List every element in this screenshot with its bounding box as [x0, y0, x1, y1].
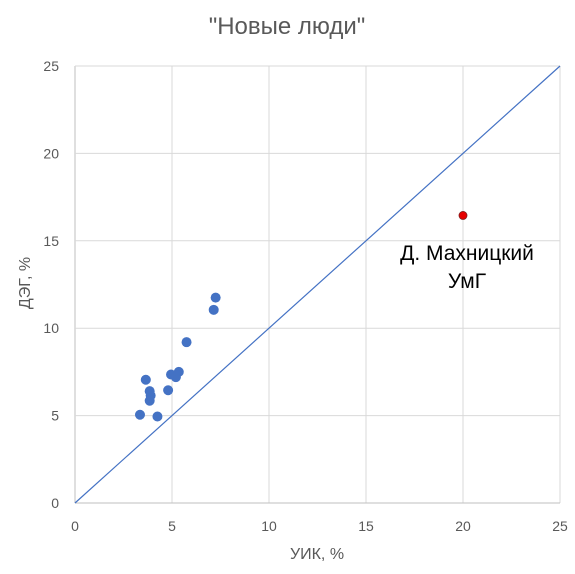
highlight-point — [458, 211, 468, 220]
y-tick-label: 25 — [43, 58, 59, 74]
data-point — [134, 409, 145, 420]
x-axis-title: УИК, % — [290, 546, 344, 563]
chart-title: "Новые люди" — [209, 13, 366, 40]
data-point — [152, 411, 163, 422]
gridlines — [74, 65, 561, 504]
data-point — [181, 337, 192, 348]
y-axis-ticks: 0 5 10 15 20 25 — [43, 58, 59, 511]
data-point — [144, 386, 155, 397]
y-axis-title: ДЭГ, % — [17, 257, 34, 309]
data-point — [210, 292, 221, 303]
data-point — [163, 385, 174, 396]
data-point — [208, 304, 219, 315]
x-tick-label: 25 — [552, 518, 568, 534]
y-tick-label: 15 — [43, 233, 59, 249]
x-tick-label: 5 — [168, 518, 176, 534]
x-tick-label: 0 — [71, 518, 79, 534]
y-tick-label: 0 — [51, 495, 59, 511]
reference-line-group — [74, 65, 561, 504]
annotation-district: УмГ — [448, 270, 486, 293]
x-axis-ticks: 0 5 10 15 20 25 — [71, 518, 568, 534]
y-tick-label: 10 — [43, 320, 59, 336]
x-tick-label: 15 — [358, 518, 374, 534]
annotation-name: Д. Махницкий — [400, 242, 534, 265]
x-tick-label: 20 — [455, 518, 471, 534]
highlight-group — [458, 211, 468, 220]
data-point — [173, 366, 184, 377]
data-points — [134, 292, 221, 422]
reference-line — [74, 65, 561, 504]
y-tick-label: 5 — [51, 408, 59, 424]
data-point — [140, 374, 151, 385]
y-tick-label: 20 — [43, 145, 59, 161]
x-tick-label: 10 — [261, 518, 277, 534]
